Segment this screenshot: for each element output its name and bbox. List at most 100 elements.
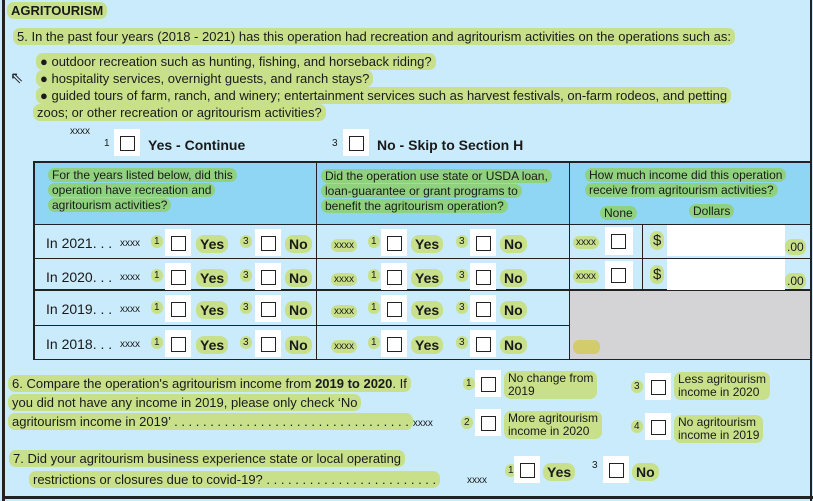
cents-label: .00 [785,273,806,289]
activity-yes-label: Yes [196,269,229,287]
income-dollars-input[interactable] [667,225,785,256]
q5-yes-label: Yes - Continue [148,137,246,153]
q6-question: 6. Compare the operation's agritourism i… [8,374,433,433]
q7-yes-code: 1 [505,464,517,477]
row-line [33,359,810,360]
q5-no-label: No - Skip to Section H [377,137,524,153]
q7-no-checkbox[interactable] [603,456,629,483]
q6-opt3-code: 3 [631,380,643,393]
activity-no-checkbox[interactable] [255,229,281,256]
q6-years: 2019 to 2020 [315,376,393,391]
activity-yes-checkbox[interactable] [165,263,191,290]
year-label: In 2019. . . [46,301,113,317]
header-line: operation have recreation and [48,183,216,197]
q5-yes-code: 1 [104,138,110,149]
program-no-label: No [500,235,527,253]
no-code: 3 [456,269,468,282]
activity-yes-checkbox[interactable] [165,229,191,256]
program-no-label: No [500,336,527,354]
program-no-checkbox[interactable] [470,295,496,322]
program-no-checkbox[interactable] [470,229,496,256]
activity-yes-checkbox[interactable] [165,330,191,357]
no-code: 3 [456,301,468,314]
program-yes-checkbox[interactable] [381,229,407,256]
table-left-line [33,162,35,360]
activity-yes-checkbox[interactable] [165,295,191,322]
no-code: 3 [240,336,252,349]
q5-yes-checkbox[interactable] [114,129,140,156]
row-code: xxxx [120,238,140,249]
q7-yes-checkbox[interactable] [514,456,540,483]
label-line: More agritourism [508,411,599,425]
row-line [33,289,810,291]
activity-no-checkbox[interactable] [255,263,281,290]
q6-opt2-checkbox[interactable] [475,409,501,436]
no-code: 3 [240,301,252,314]
label-line: No change from [508,371,594,385]
q5-bullet-2: ● hospitality services, overnight guests… [36,70,374,87]
q6-text: 6. Compare the operation's agritourism i… [12,376,316,391]
header-line: loan-guarantee or grant programs to [321,184,522,198]
label-line: 2019 [508,384,535,398]
program-yes-checkbox[interactable] [381,263,407,290]
table-top-line [33,161,810,163]
row-line [33,325,569,326]
program-yes-checkbox[interactable] [381,295,407,322]
program-yes-label: Yes [411,336,444,354]
activity-no-checkbox[interactable] [255,330,281,357]
program-no-label: No [500,301,527,319]
q6-line1: 6. Compare the operation's agritourism i… [8,375,411,392]
activity-no-label: No [285,235,312,253]
activity-no-label: No [285,336,312,354]
row-line [33,258,810,259]
q7-yes-label: Yes [543,463,576,481]
q7-no-code: 3 [592,460,598,471]
q6-opt4-checkbox[interactable] [645,413,671,440]
yes-code: 1 [368,235,380,248]
q5-bullet-3-cont: zoos; or other recreation or agritourism… [33,104,326,121]
activity-no-label: No [285,301,312,319]
income-none-checkbox[interactable] [605,261,633,289]
yes-code: 1 [368,269,380,282]
q6-text: . If [392,376,407,391]
yes-code: 1 [368,336,380,349]
program-no-label: No [500,269,527,287]
yes-code: 1 [151,269,163,282]
no-code: 3 [456,336,468,349]
row-code: xxxx [120,304,140,315]
label-line: No agritourism [678,415,757,429]
program-no-checkbox[interactable] [470,330,496,357]
activity-yes-label: Yes [196,336,229,354]
col-divider-2 [569,162,570,360]
dollars-header: Dollars [689,204,735,218]
none-header: None [600,206,637,220]
activity-no-checkbox[interactable] [255,295,281,322]
program-yes-label: Yes [411,269,444,287]
right-border [810,0,812,501]
bottom-border [2,496,813,499]
row-code: xxxx [120,272,140,283]
header-line: Did the operation use state or USDA loan… [321,169,552,183]
q7-line2: restrictions or closures due to covid-19… [29,471,441,488]
program-no-checkbox[interactable] [470,263,496,290]
row-code: xxxx [331,273,357,286]
q7-code: xxxx [467,475,487,486]
year-label: In 2018. . . [46,336,113,352]
label-line: income in 2020 [678,385,760,399]
q6-opt2-label: More agritourism income in 2020 [504,411,603,439]
income-none-checkbox[interactable] [605,227,633,255]
q5-no-checkbox[interactable] [343,129,369,156]
q6-opt1-checkbox[interactable] [475,370,501,397]
label-line: Less agritourism [678,372,767,386]
q6-line2: you did not have any income in 2019, ple… [8,394,362,411]
q6-opt3-checkbox[interactable] [645,373,671,400]
header-line: receive from agritourism activities? [585,183,778,197]
q6-line3: agritourism income in 2019’ . . . . . . … [8,413,413,430]
q6-opt1-label: No change from 2019 [504,371,598,399]
income-dollars-input[interactable] [667,259,785,290]
program-yes-checkbox[interactable] [381,330,407,357]
header-line: For the years listed below, did this [48,168,237,182]
label-line: income in 2020 [508,424,590,438]
col-divider-3 [642,224,643,290]
q6-code: xxxx [412,418,433,429]
